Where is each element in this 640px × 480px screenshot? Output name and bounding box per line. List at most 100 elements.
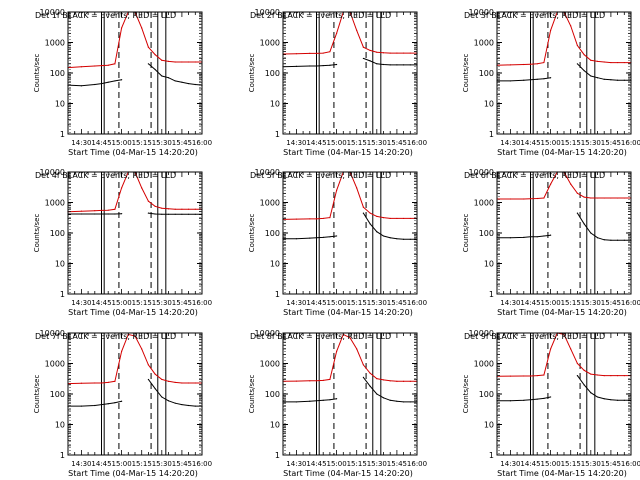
data-point-lld bbox=[309, 380, 311, 382]
data-point-lld bbox=[596, 197, 599, 199]
x-tick-label: 15:45 bbox=[387, 460, 407, 468]
data-point-lld bbox=[322, 217, 324, 220]
data-point-lld bbox=[322, 379, 324, 381]
data-point-events bbox=[389, 237, 391, 239]
x-tick-label: 14:30 bbox=[71, 460, 91, 468]
data-point-lld bbox=[570, 25, 572, 27]
y-tick-label: 1 bbox=[489, 451, 494, 460]
data-point-lld bbox=[617, 375, 619, 377]
data-point-events bbox=[174, 80, 176, 82]
data-point-events bbox=[100, 82, 103, 85]
x-tick-label: 15:45 bbox=[601, 299, 621, 307]
data-point-events bbox=[188, 213, 190, 215]
data-point-lld bbox=[376, 215, 378, 218]
data-point-lld bbox=[181, 382, 183, 384]
data-point-events bbox=[396, 400, 398, 402]
data-point-events bbox=[576, 63, 579, 65]
x-tick-label: 15:45 bbox=[601, 139, 621, 147]
data-point-events bbox=[315, 237, 318, 239]
detector-panel-3f: 1 10 100 1000 10000 14:30 14:45 15:00 15:15 15:30… bbox=[462, 8, 640, 157]
data-point-events bbox=[523, 79, 525, 81]
detector-panel-2f: 1 10 100 1000 10000 14:30 14:45 15:00 15:15 15:30… bbox=[248, 8, 427, 157]
data-point-lld bbox=[167, 380, 170, 382]
data-point-lld bbox=[603, 61, 605, 63]
data-point-lld bbox=[336, 32, 338, 34]
x-axis-label: Start Time (04-Mar-15 14:20:20) bbox=[68, 148, 198, 157]
data-point-lld bbox=[536, 375, 538, 377]
x-tick-label: 15:15 bbox=[561, 460, 581, 468]
y-tick-label: 10 bbox=[270, 421, 280, 430]
data-point-events bbox=[543, 78, 545, 80]
data-point-events bbox=[174, 213, 176, 215]
y-tick-label: 1000 bbox=[474, 39, 494, 48]
data-point-events bbox=[94, 404, 96, 407]
x-tick-label: 15:15 bbox=[347, 460, 367, 468]
data-point-lld bbox=[536, 197, 538, 200]
x-tick-label: 14:30 bbox=[286, 139, 306, 147]
data-point-lld bbox=[107, 381, 109, 384]
x-tick-label: 16:00 bbox=[192, 299, 212, 307]
data-point-events bbox=[114, 402, 116, 404]
x-tick-label: 14:30 bbox=[71, 299, 91, 307]
data-point-lld bbox=[543, 197, 545, 199]
y-tick-label: 1 bbox=[275, 290, 280, 299]
data-point-lld bbox=[389, 380, 391, 382]
y-tick-label: 10 bbox=[55, 100, 65, 109]
data-point-lld bbox=[536, 63, 538, 65]
x-tick-label: 14:45 bbox=[306, 460, 326, 468]
panel-title: Det 3f BLACK = Events, RED = LLD bbox=[464, 11, 605, 20]
data-point-lld bbox=[590, 373, 592, 375]
data-point-lld bbox=[80, 210, 82, 212]
data-point-events bbox=[610, 79, 612, 81]
detector-panel-6f: 1 10 100 1000 10000 14:30 14:45 15:00 15:15 15:30… bbox=[462, 168, 640, 317]
x-tick-label: 16:00 bbox=[192, 139, 212, 147]
data-point-lld bbox=[576, 362, 579, 365]
data-point-lld bbox=[188, 382, 190, 384]
data-point-events bbox=[369, 223, 371, 225]
detector-panel-1f: 1 10 100 1000 10000 14:30 14:45 15:00 15:15 15:30… bbox=[33, 8, 212, 157]
data-point-lld bbox=[336, 189, 338, 191]
y-tick-label: 10000 bbox=[40, 168, 65, 177]
data-point-events bbox=[107, 81, 109, 83]
data-point-lld bbox=[121, 187, 123, 189]
data-point-lld bbox=[114, 208, 116, 210]
data-point-events bbox=[336, 63, 338, 66]
x-tick-label: 14:30 bbox=[500, 460, 520, 468]
data-point-events bbox=[409, 238, 411, 240]
data-point-events bbox=[336, 398, 338, 400]
data-point-events bbox=[174, 402, 176, 404]
data-point-events bbox=[583, 69, 585, 72]
x-tick-label: 15:00 bbox=[327, 460, 347, 468]
data-point-events bbox=[309, 400, 311, 402]
data-point-lld bbox=[409, 380, 411, 382]
data-point-lld bbox=[141, 348, 143, 350]
data-point-events bbox=[309, 237, 311, 239]
data-point-events bbox=[188, 82, 190, 85]
data-point-lld bbox=[509, 375, 511, 377]
x-tick-label: 15:00 bbox=[112, 460, 132, 468]
data-point-events bbox=[623, 239, 625, 241]
data-point-events bbox=[576, 212, 579, 214]
data-point-lld bbox=[121, 27, 123, 29]
y-tick-label: 1000 bbox=[45, 360, 65, 369]
x-tick-label: 14:45 bbox=[306, 299, 326, 307]
x-tick-label: 15:15 bbox=[132, 460, 152, 468]
data-point-events bbox=[315, 400, 318, 402]
y-tick-label: 1 bbox=[60, 290, 65, 299]
data-point-events bbox=[610, 239, 612, 241]
data-point-events bbox=[523, 236, 525, 238]
data-point-lld bbox=[369, 372, 371, 374]
data-point-events bbox=[543, 235, 545, 237]
data-point-events bbox=[322, 399, 324, 401]
data-point-lld bbox=[570, 183, 572, 185]
data-point-events bbox=[194, 83, 196, 86]
data-point-lld bbox=[529, 63, 532, 65]
data-point-events bbox=[590, 392, 592, 394]
x-tick-label: 14:30 bbox=[71, 139, 91, 147]
data-point-events bbox=[121, 213, 123, 215]
data-point-events bbox=[167, 400, 170, 402]
x-tick-label: 16:00 bbox=[621, 460, 640, 468]
data-point-lld bbox=[389, 217, 391, 220]
panel-title: Det 8f BLACK = Events, RED = LLD bbox=[250, 332, 391, 341]
x-tick-label: 16:00 bbox=[407, 460, 427, 468]
